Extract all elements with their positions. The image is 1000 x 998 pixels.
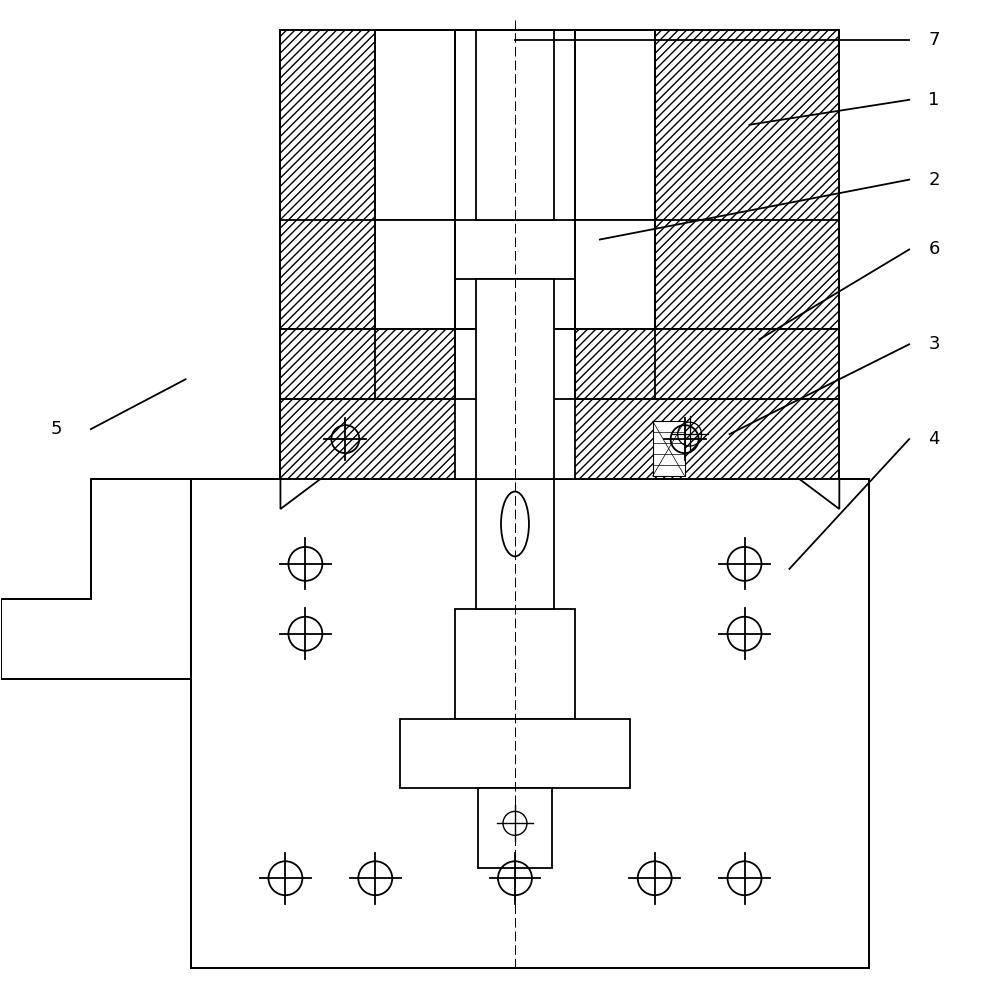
Bar	[476, 279, 554, 479]
Text: 3: 3	[928, 335, 940, 353]
Bar	[455, 220, 575, 279]
Polygon shape	[799, 479, 839, 509]
Text: 7: 7	[928, 31, 940, 49]
Bar	[476, 30, 554, 220]
Bar	[375, 30, 455, 220]
Bar	[575, 30, 655, 220]
Bar	[478, 788, 552, 868]
Ellipse shape	[501, 492, 529, 557]
Polygon shape	[280, 479, 320, 509]
Text: 1: 1	[928, 91, 940, 109]
Text: 2: 2	[928, 171, 940, 189]
Bar	[400, 719, 630, 788]
Bar	[280, 399, 839, 479]
Bar	[375, 220, 455, 329]
Bar	[191, 479, 869, 968]
Bar	[280, 329, 455, 399]
Bar	[455, 329, 575, 399]
Bar	[575, 220, 655, 329]
Text: 4: 4	[928, 430, 940, 448]
Bar	[455, 609, 575, 719]
Bar	[455, 30, 575, 329]
Bar	[476, 479, 554, 609]
Text: 5: 5	[50, 420, 62, 438]
Bar	[575, 329, 839, 399]
Polygon shape	[1, 479, 191, 679]
Bar	[280, 30, 839, 479]
Text: 6: 6	[928, 241, 940, 258]
Bar	[653, 421, 685, 476]
Bar	[455, 399, 575, 479]
